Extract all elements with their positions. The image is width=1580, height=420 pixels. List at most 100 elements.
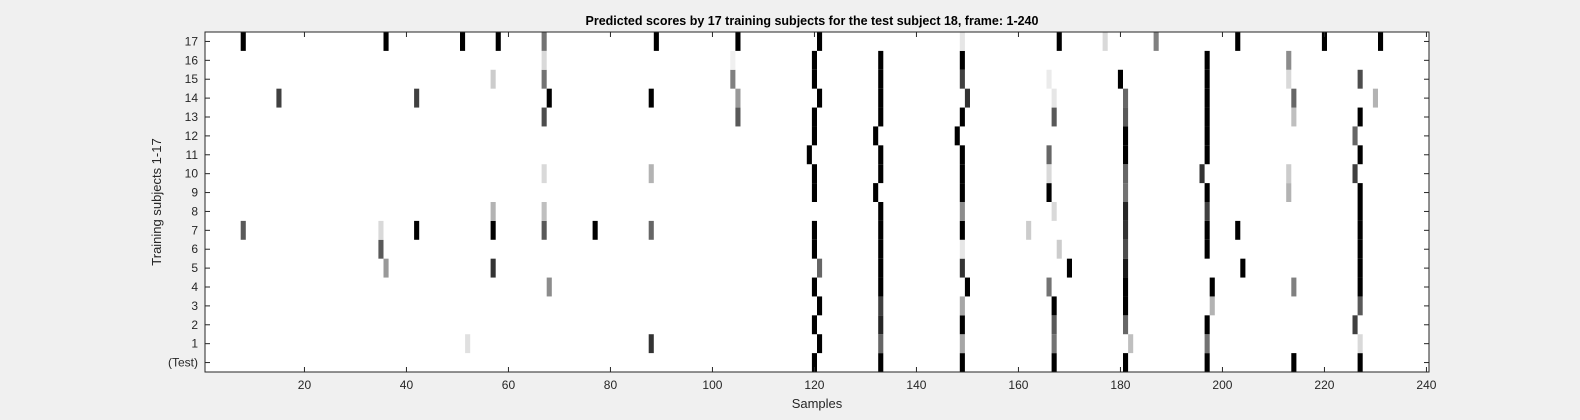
x-tick-label: 40 xyxy=(400,378,414,392)
heatmap-cell xyxy=(1372,88,1378,108)
heatmap-cell xyxy=(490,202,496,221)
heatmap-cell xyxy=(1352,315,1358,335)
y-tick-label: 4 xyxy=(191,280,198,294)
heatmap-cell xyxy=(276,88,282,108)
heatmap-cell xyxy=(1153,32,1159,51)
heatmap-cell xyxy=(878,145,884,165)
heatmap-cell xyxy=(1051,107,1057,127)
heatmap-cell xyxy=(964,88,970,108)
heatmap-cell xyxy=(1123,296,1129,316)
heatmap-cell xyxy=(1352,164,1358,184)
y-tick-label: 9 xyxy=(191,186,198,200)
heatmap-cell xyxy=(959,202,965,221)
heatmap-cell xyxy=(1123,277,1129,297)
heatmap-cell xyxy=(541,220,547,240)
y-tick-label: 10 xyxy=(185,167,199,181)
heatmap-cell xyxy=(1123,239,1129,259)
heatmap-cell xyxy=(811,277,817,297)
heatmap-cell xyxy=(1357,107,1363,127)
heatmap-cell xyxy=(817,296,823,316)
heatmap-cell xyxy=(1291,277,1297,297)
heatmap-cell xyxy=(465,334,471,354)
heatmap-cell xyxy=(1128,334,1134,354)
heatmap-cell xyxy=(1051,296,1057,316)
heatmap-cell xyxy=(1046,277,1052,297)
heatmap-cell xyxy=(648,164,654,184)
x-tick-label: 240 xyxy=(1416,378,1436,392)
heatmap-cell xyxy=(873,126,879,146)
heatmap-cell xyxy=(1286,69,1292,89)
heatmap-cell xyxy=(648,88,654,108)
heatmap-cell xyxy=(1204,334,1210,354)
heatmap-cell xyxy=(1204,145,1210,165)
heatmap-cell xyxy=(383,258,389,278)
heatmap-cell xyxy=(1123,88,1129,108)
y-tick-label: 5 xyxy=(191,261,198,275)
y-tick-label: 8 xyxy=(191,204,198,218)
heatmap-cell xyxy=(1357,258,1363,278)
heatmap-cell xyxy=(817,258,823,278)
heatmap-cell xyxy=(1204,50,1210,70)
heatmap-cell xyxy=(1209,296,1215,316)
heatmap-cell xyxy=(878,353,884,372)
heatmap-cell xyxy=(1046,145,1052,165)
heatmap-cell xyxy=(959,164,965,184)
heatmap-cell xyxy=(1357,239,1363,259)
heatmap-cell xyxy=(1204,353,1210,372)
heatmap-cell xyxy=(878,258,884,278)
heatmap-cell xyxy=(546,277,552,297)
x-tick-label: 60 xyxy=(502,378,516,392)
heatmap-cell xyxy=(1199,164,1205,184)
y-tick-label: 12 xyxy=(185,129,199,143)
heatmap-cell xyxy=(1204,239,1210,259)
y-tick-label: (Test) xyxy=(168,356,198,370)
heatmap-cell xyxy=(1056,239,1062,259)
heatmap-cell xyxy=(648,220,654,240)
heatmap-cell xyxy=(1209,277,1215,297)
heatmap-cell xyxy=(817,88,823,108)
heatmap-cell xyxy=(878,315,884,335)
heatmap-cell xyxy=(1291,88,1297,108)
heatmap-cell xyxy=(1123,126,1129,146)
y-tick-label: 2 xyxy=(191,318,198,332)
heatmap-cell xyxy=(811,315,817,335)
heatmap-cell xyxy=(878,88,884,108)
heatmap-cell xyxy=(495,32,501,51)
y-tick-label: 11 xyxy=(186,148,199,162)
heatmap-cell xyxy=(1357,353,1363,372)
heatmap-cell xyxy=(1046,69,1052,89)
heatmap-cell xyxy=(878,334,884,354)
heatmap-cell xyxy=(378,220,384,240)
x-tick-label: 180 xyxy=(1110,378,1130,392)
heatmap-cell xyxy=(490,258,496,278)
heatmap-cell xyxy=(592,220,598,240)
heatmap-cell xyxy=(1291,107,1297,127)
heatmap-cell xyxy=(1357,183,1363,202)
heatmap-cell xyxy=(878,296,884,316)
heatmap-cell xyxy=(460,32,466,51)
heatmap-cell xyxy=(1240,258,1246,278)
heatmap-cell xyxy=(817,334,823,354)
heatmap-cell xyxy=(811,164,817,184)
heatmap-cell xyxy=(735,107,741,127)
heatmap-cell xyxy=(653,32,659,51)
heatmap-cell xyxy=(1357,296,1363,316)
heatmap-cell xyxy=(1204,202,1210,221)
heatmap-cell xyxy=(959,296,965,316)
heatmap-cell xyxy=(1357,220,1363,240)
heatmap-cell xyxy=(811,126,817,146)
heatmap-cell xyxy=(878,239,884,259)
heatmap-cell xyxy=(490,220,496,240)
heatmap-cell xyxy=(878,202,884,221)
heatmap-cell xyxy=(959,50,965,70)
heatmap-cell xyxy=(959,183,965,202)
heatmap-cell xyxy=(811,183,817,202)
heatmap-cell xyxy=(1051,315,1057,335)
heatmap-cell xyxy=(414,220,420,240)
heatmap-cell xyxy=(1046,183,1052,202)
plot-frame xyxy=(204,31,1430,373)
heatmap-cell xyxy=(817,32,823,51)
heatmap-cell xyxy=(1321,32,1327,51)
heatmap-cell xyxy=(1123,183,1129,202)
